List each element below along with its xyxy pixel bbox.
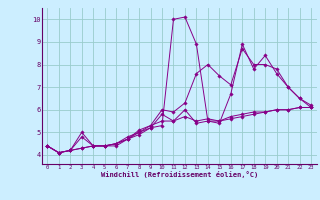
X-axis label: Windchill (Refroidissement éolien,°C): Windchill (Refroidissement éolien,°C) bbox=[100, 172, 258, 179]
